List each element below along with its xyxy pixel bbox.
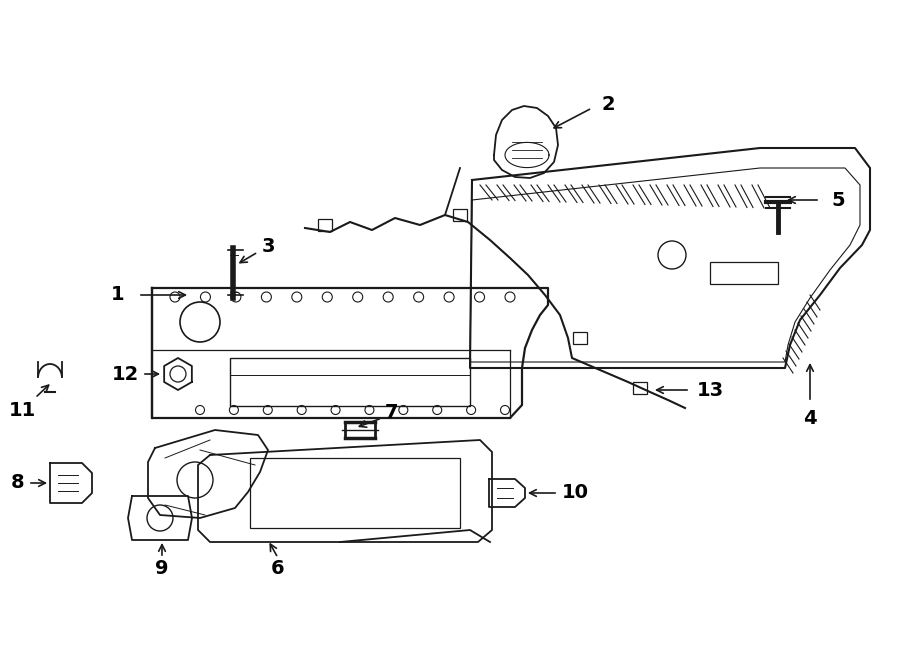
- Bar: [318, 219, 332, 231]
- Text: 2: 2: [601, 95, 615, 113]
- Bar: [573, 332, 587, 344]
- Text: 9: 9: [155, 559, 169, 577]
- Text: 12: 12: [112, 365, 139, 383]
- Text: 6: 6: [271, 559, 284, 577]
- Bar: [453, 209, 467, 221]
- Text: 1: 1: [112, 285, 125, 305]
- Text: 3: 3: [261, 236, 274, 256]
- Text: 7: 7: [385, 402, 399, 422]
- Text: 5: 5: [832, 191, 845, 209]
- Text: 4: 4: [803, 408, 817, 428]
- Bar: [230, 358, 470, 406]
- Text: 8: 8: [11, 473, 25, 493]
- Bar: [250, 458, 460, 528]
- Bar: [633, 382, 647, 394]
- Text: 11: 11: [8, 401, 36, 420]
- Text: 13: 13: [697, 381, 724, 399]
- Bar: [710, 262, 778, 284]
- Text: 10: 10: [562, 483, 589, 502]
